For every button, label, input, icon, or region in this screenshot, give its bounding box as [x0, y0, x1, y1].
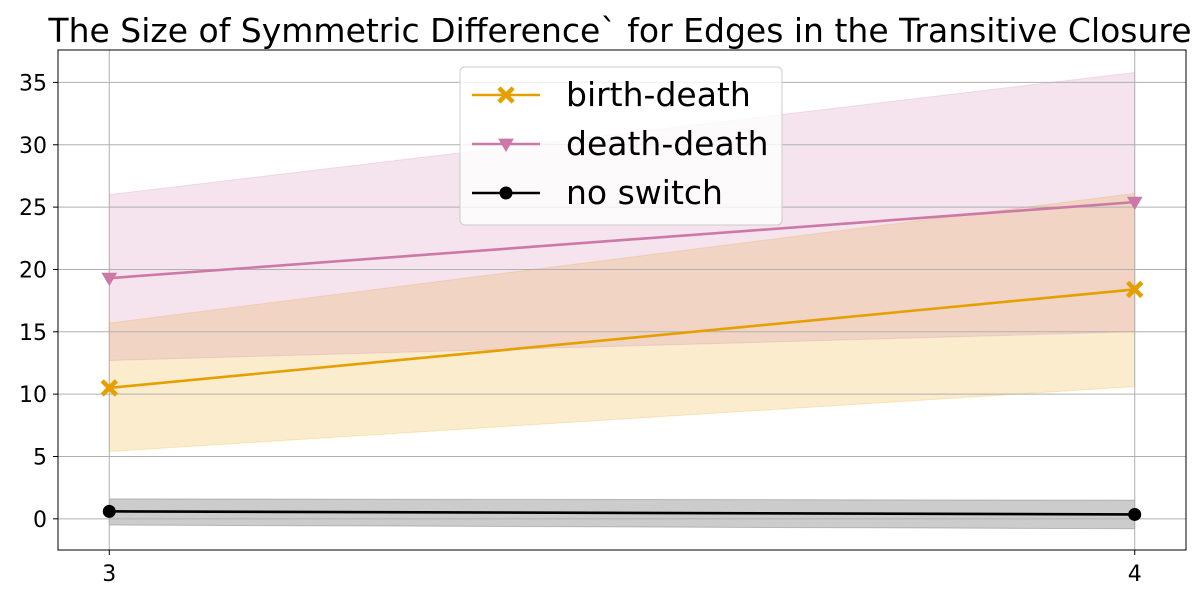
y-tick-label: 25 — [19, 196, 47, 221]
line-death-death — [109, 200, 1135, 280]
point-birth-death — [1126, 280, 1144, 299]
plot-frame — [57, 49, 1187, 551]
x-tick-label: 3 — [102, 562, 116, 587]
point-no-switch — [102, 504, 116, 518]
y-tick-label: 15 — [19, 321, 47, 346]
point-no-switch — [1128, 507, 1142, 521]
series-markers — [100, 196, 1144, 521]
y-tick-label: 5 — [33, 445, 47, 470]
y-tick-label: 10 — [19, 383, 47, 408]
line-no-switch — [109, 510, 1135, 516]
line-birth-death — [109, 288, 1135, 390]
legend-marker-no-switch — [499, 186, 513, 200]
point-death-death — [101, 272, 118, 287]
point-birth-death — [100, 379, 118, 397]
x-tick-label: 4 — [1128, 562, 1142, 587]
y-tick-label: 30 — [19, 134, 47, 159]
legend-label-no-switch: no switch — [566, 173, 723, 212]
legend-marker-birth-death — [497, 86, 515, 104]
legend-label-death-death: death-death — [566, 124, 769, 163]
point-death-death — [1126, 196, 1143, 211]
legend-label-birth-death: birth-death — [566, 75, 751, 114]
chart-title: The Size of Symmetric Difference` for Ed… — [47, 11, 1191, 50]
grid-lines — [58, 50, 1186, 550]
y-tick-label: 35 — [19, 71, 47, 96]
marker-stroke — [497, 86, 515, 104]
y-axis-ticks: 0 5 10 15 20 25 30 35 — [19, 71, 58, 533]
legend: birth-death death-death no switch — [459, 66, 783, 226]
y-tick-label: 0 — [33, 508, 47, 533]
legend-box — [459, 66, 783, 226]
marker-stroke — [1126, 280, 1144, 299]
y-tick-label: 20 — [19, 258, 47, 283]
legend-marker-death-death — [498, 138, 514, 152]
marker-stroke — [100, 379, 118, 397]
series-lines — [109, 200, 1135, 516]
